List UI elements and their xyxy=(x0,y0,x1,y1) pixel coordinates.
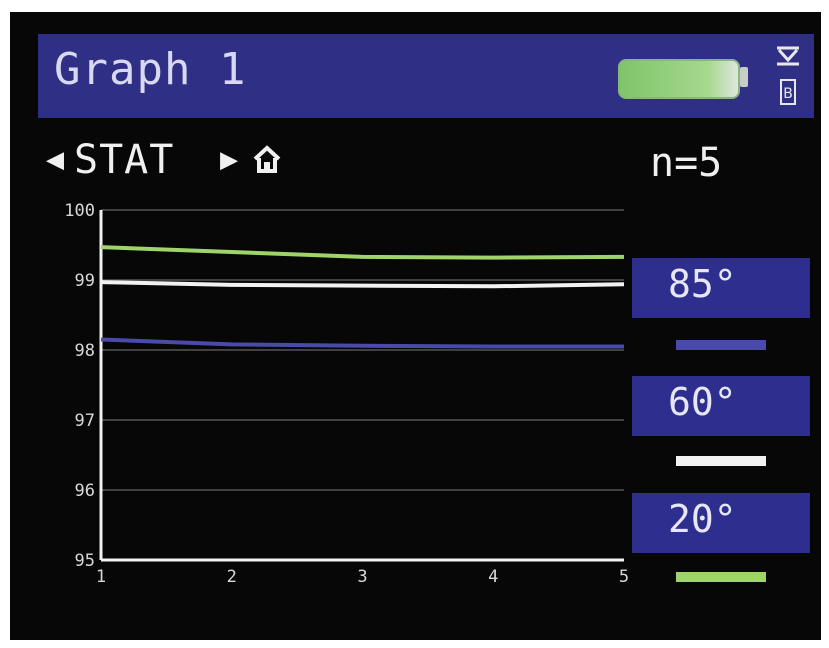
nav-next-button[interactable]: ▶ xyxy=(220,142,239,177)
y-tick-label: 97 xyxy=(75,411,95,431)
series-line-0 xyxy=(100,337,624,349)
device-screen: Graph 1 B ◀ STAT ▶ n=5 100 99 98 97 96 95 1 2 3 4… xyxy=(10,12,821,640)
legend-box-85[interactable] xyxy=(632,258,810,318)
battery-icon xyxy=(618,59,740,99)
y-tick-label: 96 xyxy=(75,481,95,501)
sample-count: n=5 xyxy=(650,140,723,186)
nav-label: STAT xyxy=(74,137,175,183)
legend-label-20: 20° xyxy=(668,497,737,541)
x-tick-label: 4 xyxy=(488,567,498,587)
battery-tip xyxy=(740,67,748,87)
x-tick-label: 1 xyxy=(96,567,106,587)
series-line-2 xyxy=(100,245,625,260)
y-tick-label: 100 xyxy=(64,201,95,221)
page-title: Graph 1 xyxy=(54,44,247,95)
y-tick-label: 95 xyxy=(75,551,95,571)
legend-box-60[interactable] xyxy=(632,376,810,436)
title-bar: Graph 1 B xyxy=(38,34,814,118)
x-tick-label: 2 xyxy=(227,567,237,587)
y-tick-label: 99 xyxy=(75,271,95,291)
legend-swatch-85 xyxy=(676,340,766,350)
x-tick-label: 5 xyxy=(619,567,629,587)
usb-icon: B xyxy=(777,46,799,105)
line-chart: 100 99 98 97 96 951 2 3 4 5 xyxy=(64,201,629,587)
legend-box-20[interactable] xyxy=(632,493,810,553)
x-tick-label: 3 xyxy=(357,567,367,587)
legend-swatch-60 xyxy=(676,456,766,466)
y-tick-label: 98 xyxy=(75,341,95,361)
nav-prev-button[interactable]: ◀ xyxy=(46,142,65,177)
legend-label-85: 85° xyxy=(668,262,737,306)
legend-label-60: 60° xyxy=(668,380,737,424)
legend-swatch-20 xyxy=(676,572,766,582)
series-line-1 xyxy=(100,280,625,289)
svg-text:B: B xyxy=(783,86,793,102)
home-icon[interactable] xyxy=(252,144,282,174)
